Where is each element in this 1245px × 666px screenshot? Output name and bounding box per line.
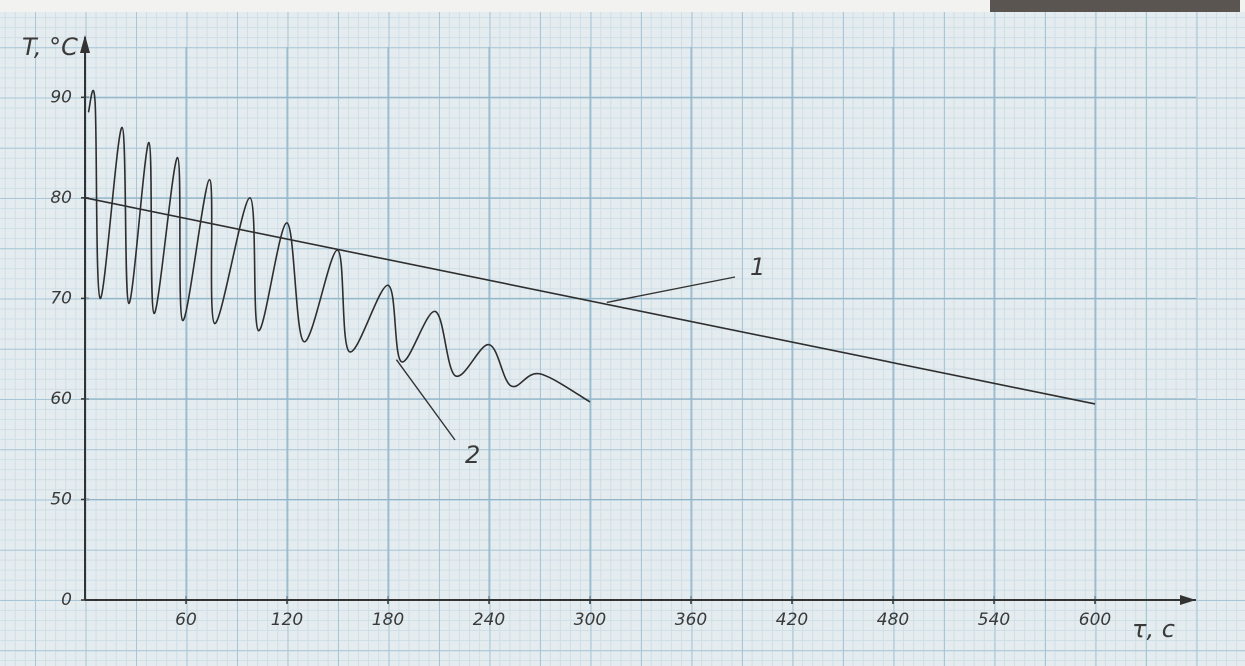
chart: T, °C τ, c 0 50 60 70 80 90 60 120 180 240 300 360 4… bbox=[0, 0, 1245, 666]
x-tick-label: 600 bbox=[1079, 610, 1111, 630]
y-tick-label: 0 bbox=[61, 590, 72, 610]
x-tick-label: 420 bbox=[776, 610, 808, 630]
y-tick-label: 60 bbox=[50, 389, 72, 409]
series-label: 2 bbox=[465, 441, 480, 469]
page: T, °C τ, c 0 50 60 70 80 90 60 120 180 240 300 360 4… bbox=[0, 0, 1245, 666]
y-axis-label: T, °C bbox=[22, 33, 78, 61]
x-tick-label: 60 bbox=[175, 610, 197, 630]
x-axis-label: τ, c bbox=[1132, 615, 1175, 643]
x-tick-label: 540 bbox=[978, 610, 1010, 630]
x-tick-label: 300 bbox=[574, 610, 606, 630]
y-tick-label: 50 bbox=[50, 489, 72, 509]
x-axis-arrow bbox=[1180, 595, 1196, 605]
x-tick-label: 180 bbox=[372, 610, 404, 630]
photo-shadow bbox=[990, 0, 1240, 12]
x-tick-label: 480 bbox=[877, 610, 909, 630]
callout-line bbox=[396, 360, 455, 440]
y-tick-label: 80 bbox=[50, 188, 72, 208]
y-axis-arrow bbox=[80, 35, 90, 53]
y-tick-label: 70 bbox=[50, 288, 72, 308]
series-line bbox=[88, 90, 590, 401]
x-tick-label: 120 bbox=[271, 610, 303, 630]
x-tick-label: 360 bbox=[675, 610, 707, 630]
y-tick-label: 90 bbox=[50, 87, 72, 107]
x-tick-label: 240 bbox=[473, 610, 505, 630]
series-label: 1 bbox=[750, 253, 765, 281]
